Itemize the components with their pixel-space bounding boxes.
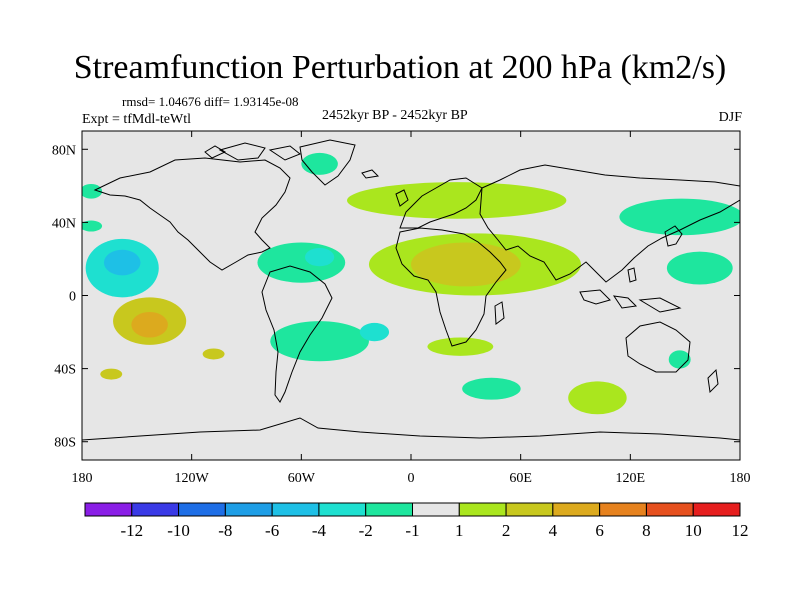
x-tick-label-4: 60E xyxy=(509,471,532,486)
field-anomaly-5 xyxy=(100,368,123,380)
field-anomaly-9 xyxy=(359,322,390,342)
colorbar-label-11: 8 xyxy=(642,521,651,540)
colorbar: -12 -10 -8 -6 -4 -2 -1 1 2 4 6 8 10 12 xyxy=(84,502,749,540)
field-anomaly-7 xyxy=(304,247,335,267)
field-anomaly-1 xyxy=(103,249,141,276)
colorbar-swatch-6 xyxy=(365,502,414,517)
x-tick-label-1: 120W xyxy=(175,471,210,486)
colorbar-swatch-10 xyxy=(552,502,601,517)
field-anomaly-4 xyxy=(202,348,225,360)
axes-layer: 180 120W 60W 0 60E 120E 180 80N 40N 0 40S 80S xyxy=(52,131,751,486)
colorbar-label-2: -8 xyxy=(218,521,232,540)
field-layer xyxy=(82,152,740,415)
field-anomaly-16 xyxy=(568,381,627,415)
field-anomaly-19 xyxy=(666,251,733,285)
colorbar-swatch-5 xyxy=(318,502,367,517)
chart-title: Streamfunction Perturbation at 200 hPa (… xyxy=(73,49,727,86)
colorbar-swatch-1 xyxy=(131,502,180,517)
season-label: DJF xyxy=(718,110,742,125)
colorbar-label-4: -4 xyxy=(312,521,327,540)
y-tick-label-1: 40N xyxy=(52,216,76,231)
field-anomaly-20 xyxy=(82,184,103,199)
colorbar-label-9: 4 xyxy=(549,521,558,540)
colorbar-swatch-2 xyxy=(178,502,226,517)
colorbar-swatch-11 xyxy=(599,502,647,517)
colorbar-label-3: -6 xyxy=(265,521,279,540)
colorbar-label-8: 2 xyxy=(502,521,511,540)
x-tick-label-6: 180 xyxy=(730,471,751,486)
colorbar-label-5: -2 xyxy=(359,521,373,540)
field-anomaly-17 xyxy=(668,350,691,369)
x-tick-label-3: 0 xyxy=(408,471,415,486)
field-anomaly-15 xyxy=(462,377,521,400)
colorbar-label-13: 12 xyxy=(732,521,749,540)
field-anomaly-11 xyxy=(347,182,567,219)
y-tick-label-4: 80S xyxy=(54,436,76,451)
colorbar-label-10: 6 xyxy=(595,521,604,540)
colorbar-swatch-3 xyxy=(224,502,273,517)
colorbar-swatch-0 xyxy=(84,502,133,517)
field-anomaly-8 xyxy=(270,321,369,362)
x-tick-label-0: 180 xyxy=(72,471,93,486)
field-anomaly-21 xyxy=(82,220,103,232)
colorbar-label-12: 10 xyxy=(685,521,702,540)
field-anomaly-10 xyxy=(301,152,338,175)
colorbar-label-6: -1 xyxy=(405,521,419,540)
colorbar-swatch-13 xyxy=(692,502,741,517)
experiment-label: Expt = tfMdl-teWtl xyxy=(82,112,191,127)
x-tick-label-5: 120E xyxy=(616,471,646,486)
field-anomaly-14 xyxy=(427,337,494,356)
colorbar-label-1: -10 xyxy=(167,521,190,540)
colorbar-label-7: 1 xyxy=(455,521,464,540)
y-tick-label-2: 0 xyxy=(69,290,76,305)
y-tick-label-3: 40S xyxy=(54,363,76,378)
field-anomaly-3 xyxy=(131,311,168,338)
map-background xyxy=(82,131,740,460)
colorbar-swatch-8 xyxy=(458,502,507,517)
field-anomaly-6 xyxy=(257,242,346,283)
colorbar-swatch-4 xyxy=(271,502,320,517)
colorbar-swatch-12 xyxy=(645,502,694,517)
colorbar-swatch-9 xyxy=(505,502,554,517)
x-tick-label-2: 60W xyxy=(288,471,316,486)
field-anomaly-18 xyxy=(619,198,740,236)
y-tick-label-0: 80N xyxy=(52,143,76,158)
field-anomaly-13 xyxy=(411,242,521,287)
colorbar-label-0: -12 xyxy=(120,521,143,540)
coastline-layer xyxy=(82,139,740,441)
colorbar-swatch-7 xyxy=(412,502,460,517)
period-label: 2452kyr BP - 2452kyr BP xyxy=(322,108,468,123)
stats-line: rmsd= 1.04676 diff= 1.93145e-08 xyxy=(122,94,299,109)
